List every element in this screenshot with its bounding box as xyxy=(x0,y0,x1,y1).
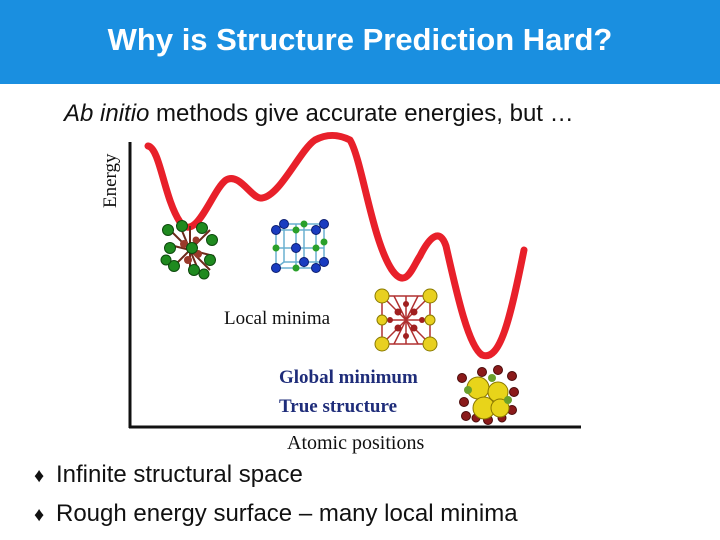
bullet-text: Infinite structural space xyxy=(56,461,303,488)
true-structure-label: True structure xyxy=(279,396,398,417)
bullet-item: ♦ Rough energy surface – many local minim… xyxy=(34,495,518,534)
diamond-bullet-icon: ♦ xyxy=(34,504,45,526)
local-minima-label: Local minima xyxy=(224,308,331,329)
y-axis-label: Energy xyxy=(100,153,121,208)
bullet-text: Rough energy surface – many local minima xyxy=(56,500,518,527)
slide-title: Why is Structure Prediction Hard? xyxy=(107,22,613,57)
x-axis-label: Atomic positions xyxy=(287,432,425,454)
subtitle-italic: Ab initio xyxy=(64,100,150,127)
crystal-structure-yellow-cubic-icon xyxy=(374,288,438,352)
crystal-structure-yellow-large-icon xyxy=(457,365,519,425)
subtitle-rest: methods give accurate energies, but … xyxy=(149,100,574,127)
energy-curve xyxy=(144,131,528,360)
bullet-list: ♦ Infinite structural space ♦ Rough energy… xyxy=(34,456,518,534)
slide-subtitle: Ab initio methods give accurate energies… xyxy=(64,100,574,128)
global-minimum-label: Global minimum xyxy=(279,367,418,388)
title-bar xyxy=(0,0,720,84)
crystal-structure-green-icon xyxy=(160,220,218,280)
bullet-item: ♦ Infinite structural space xyxy=(34,456,518,495)
diamond-bullet-icon: ♦ xyxy=(34,465,45,487)
crystal-structure-blue-cubic-icon xyxy=(271,219,329,273)
